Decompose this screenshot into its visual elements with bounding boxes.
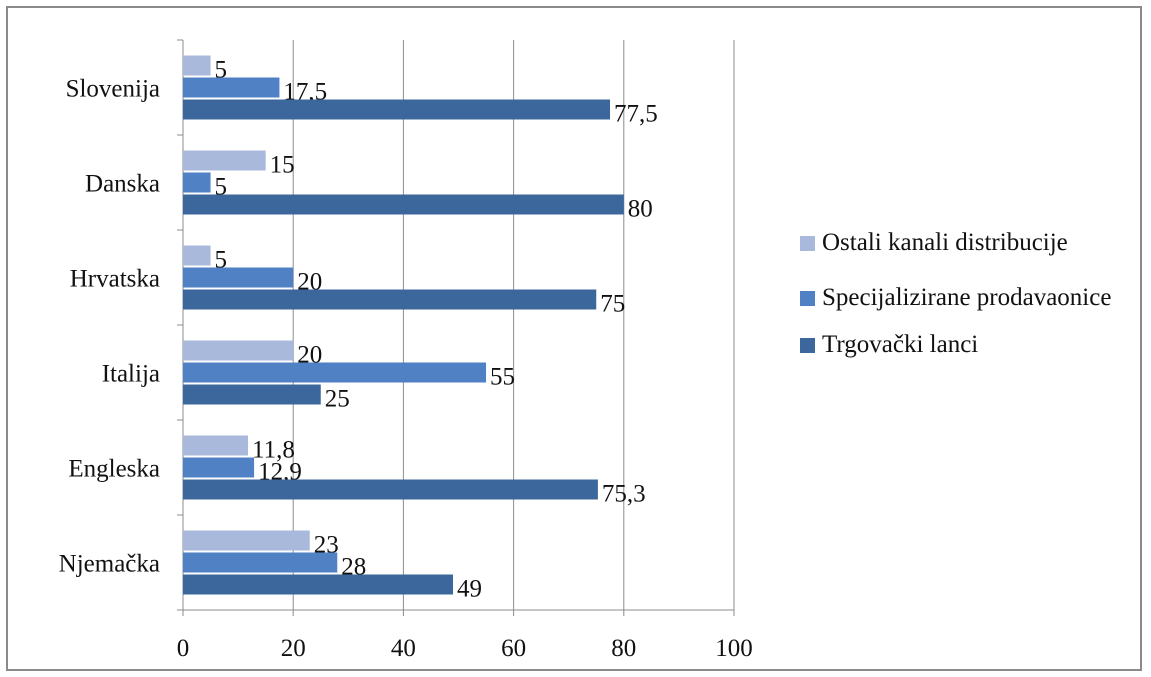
data-label: 75,3	[602, 481, 646, 508]
legend-item-ostali: Ostali kanali distribucije	[800, 226, 1145, 259]
data-label: 5	[215, 247, 228, 274]
data-label: 5	[215, 174, 228, 201]
legend-swatch-specijalizirane	[800, 291, 815, 306]
bar	[183, 340, 294, 361]
legend-label-ostali: Ostali kanali distribucije	[822, 229, 1068, 256]
legend-swatch-trgovacki	[800, 338, 815, 353]
data-label: 77,5	[614, 101, 658, 128]
x-tick-label: 100	[715, 635, 753, 662]
category-label: Danska	[85, 171, 160, 198]
bar	[183, 267, 294, 288]
category-label: Njemačka	[59, 551, 160, 578]
legend-item-trgovacki: Trgovački lanci	[800, 328, 1145, 361]
data-label: 15	[270, 152, 295, 179]
bar	[183, 479, 598, 500]
legend-label-specijalizirane: Specijalizirane prodavaonice	[822, 284, 1112, 311]
data-label: 75	[600, 291, 625, 318]
x-tick-label: 40	[391, 635, 416, 662]
bar	[183, 384, 321, 405]
bar	[183, 435, 249, 456]
data-label: 49	[457, 576, 482, 603]
data-label: 5	[215, 57, 228, 84]
bar	[183, 99, 611, 120]
legend-item-specijalizirane: Specijalizirane prodavaonice	[800, 281, 1145, 314]
bar	[183, 172, 211, 193]
category-label: Engleska	[68, 456, 160, 483]
bar	[183, 552, 338, 573]
legend: Ostali kanali distribucije Specijalizira…	[800, 226, 1145, 383]
legend-label-trgovacki: Trgovački lanci	[822, 331, 979, 358]
legend-swatch-ostali	[800, 236, 815, 251]
category-label: Italija	[102, 361, 160, 388]
category-label: Slovenija	[66, 76, 160, 103]
bar	[183, 55, 211, 76]
x-tick-label: 20	[281, 635, 306, 662]
x-tick-label: 60	[501, 635, 526, 662]
bar	[183, 194, 624, 215]
x-tick-label: 0	[177, 635, 190, 662]
category-label: Hrvatska	[70, 266, 160, 293]
bar	[183, 362, 487, 383]
bar	[183, 77, 280, 98]
x-tick-label: 80	[611, 635, 636, 662]
bar	[183, 289, 597, 310]
data-label: 80	[628, 196, 653, 223]
data-label: 25	[325, 386, 350, 413]
data-label: 11,8	[252, 437, 295, 464]
bar	[183, 530, 310, 551]
bar	[183, 574, 453, 595]
bar	[183, 457, 255, 478]
bar	[183, 150, 266, 171]
data-label: 55	[490, 364, 515, 391]
bar	[183, 245, 211, 266]
